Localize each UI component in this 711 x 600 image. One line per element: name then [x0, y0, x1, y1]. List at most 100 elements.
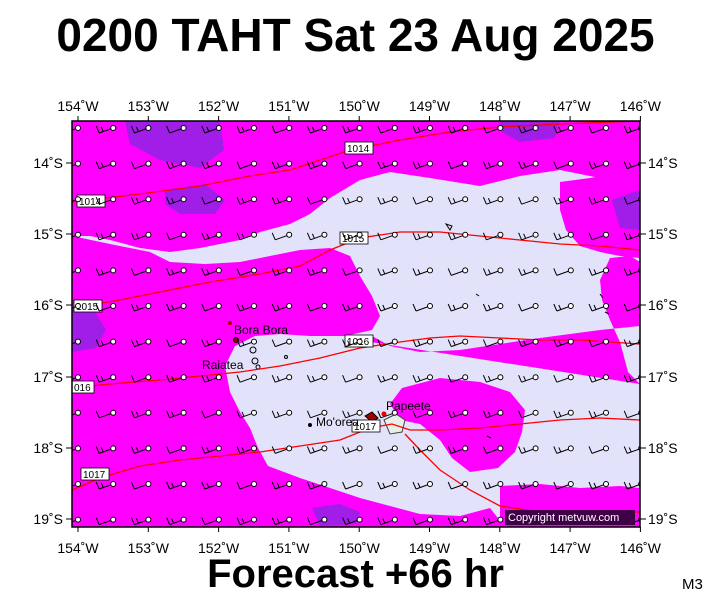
isobar-label: 016 [72, 380, 95, 394]
wind-barb [130, 374, 152, 383]
wind-barb [588, 231, 609, 241]
latitude-labels-left: 14˚S 15˚S 16˚S 17˚S 18˚S 19˚S [33, 155, 63, 527]
map-frame [71, 120, 641, 528]
wind-barb [130, 516, 152, 526]
svg-text:1015: 1015 [76, 302, 99, 313]
wind-barb [95, 125, 117, 134]
wind-barb [201, 196, 222, 205]
lat-label-right: 16˚S [648, 297, 678, 313]
svg-text:1017: 1017 [354, 422, 377, 433]
wind-barb [412, 231, 433, 241]
wind-barb [377, 303, 398, 312]
wind-barb [412, 481, 433, 490]
map-title: 0200 TAHT Sat 23 Aug 2025 [56, 9, 655, 61]
wind-barb [236, 445, 257, 454]
wind-barb [482, 125, 504, 134]
wind-barb [518, 374, 539, 383]
lon-label-top: 149˚W [409, 98, 451, 114]
wind-barb [95, 160, 117, 170]
lon-label-top: 148˚W [479, 98, 521, 114]
wind-barb [377, 267, 398, 276]
wind-barb [166, 125, 187, 134]
wind-barb [588, 374, 609, 383]
wind-barb [72, 374, 81, 381]
place-label-bora-bora: Bora Bora [234, 323, 288, 337]
lat-label-right: 15˚S [648, 226, 678, 242]
wind-barb [518, 338, 539, 348]
lon-label-top: 146˚W [620, 98, 662, 114]
wind-barb [588, 267, 609, 276]
wind-barb [342, 516, 363, 526]
wind-barb [553, 160, 574, 170]
lon-label-bottom: 147˚W [549, 540, 591, 556]
wind-barb [130, 160, 152, 170]
lon-label-top: 150˚W [339, 98, 381, 114]
svg-text:1015: 1015 [342, 234, 365, 245]
wind-barb [553, 374, 574, 383]
wind-barb [95, 338, 117, 348]
wind-barb [553, 445, 574, 454]
wind-barb [166, 409, 187, 419]
wind-barb [342, 481, 363, 490]
wind-barb [553, 267, 574, 276]
wind-barb [518, 231, 539, 241]
wind-barb [588, 160, 609, 170]
wind-barb [95, 409, 117, 419]
wind-barb [482, 409, 504, 419]
wind-barb [518, 409, 539, 419]
wind-barb [377, 231, 398, 241]
wind-barb [553, 196, 574, 205]
wind-barb [306, 481, 328, 490]
wind-barb [342, 445, 363, 454]
lat-label-left: 16˚S [33, 297, 63, 313]
wind-barb [166, 481, 187, 490]
wind-barb [588, 303, 609, 312]
wind-barb [588, 125, 609, 134]
wind-barb [482, 303, 504, 312]
wind-barb [95, 445, 117, 454]
wind-barb [201, 445, 222, 454]
wind-barb [412, 338, 433, 348]
wind-barb [447, 516, 469, 526]
forecast-lead-time: Forecast +66 hr [207, 552, 504, 596]
wind-barb [447, 374, 469, 383]
wind-barb [447, 338, 469, 348]
wind-barb [412, 160, 433, 170]
wind-barb [623, 125, 640, 134]
wind-barb [271, 445, 293, 454]
wind-barb [201, 409, 222, 419]
wind-barb [306, 196, 328, 205]
wind-barb [166, 303, 187, 312]
wind-barb [72, 481, 81, 487]
lon-label-top: 154˚W [57, 98, 99, 114]
wind-barb [72, 445, 81, 452]
place-markers [228, 321, 387, 417]
wind-barb [72, 125, 81, 131]
isobar-label: 1017 [351, 419, 381, 433]
wind-barb [588, 445, 609, 454]
wind-barb [271, 196, 293, 205]
wind-barb [553, 338, 574, 348]
wind-barb [482, 481, 504, 490]
wind-barb [236, 516, 257, 526]
wind-barb [412, 267, 433, 276]
wind-barb [236, 338, 257, 348]
wind-barb [166, 445, 187, 454]
wind-barb [482, 231, 504, 241]
wind-barb [72, 409, 81, 416]
lat-label-left: 19˚S [33, 511, 63, 527]
lat-label-right: 18˚S [648, 440, 678, 456]
wind-barb [306, 303, 328, 312]
place-label-papeete: Papeete [386, 399, 431, 413]
lat-label-right: 17˚S [648, 369, 678, 385]
wind-barb [201, 374, 222, 383]
wind-barb [271, 409, 293, 419]
wind-barb [306, 516, 328, 526]
wind-barb [377, 160, 398, 170]
wind-barb [518, 303, 539, 312]
wind-barb [271, 160, 293, 170]
wind-barb [553, 303, 574, 312]
wind-barb [72, 160, 81, 167]
wind-barb [482, 160, 504, 170]
wind-barb [342, 231, 363, 241]
